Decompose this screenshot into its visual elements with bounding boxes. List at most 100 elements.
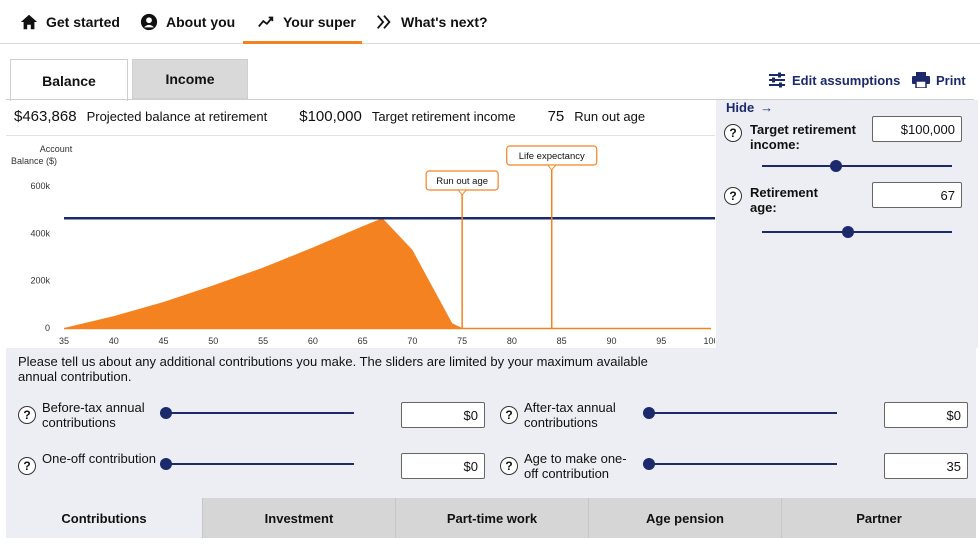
before-tax-input[interactable]: $0 bbox=[401, 402, 485, 428]
x-tick-label: 40 bbox=[109, 336, 119, 346]
after-tax-label: After-tax annual contributions bbox=[524, 400, 616, 430]
hide-label: Hide bbox=[726, 100, 755, 115]
oneoff-input[interactable]: $0 bbox=[401, 453, 485, 479]
tab-partner[interactable]: Partner bbox=[781, 498, 976, 538]
slider-thumb[interactable] bbox=[160, 407, 172, 419]
slider-thumb[interactable] bbox=[643, 458, 655, 470]
edit-assumptions-button[interactable]: Edit assumptions bbox=[768, 72, 900, 88]
slider-track bbox=[160, 463, 354, 465]
y-tick-label: 0 bbox=[45, 323, 50, 333]
tab-income[interactable]: Income bbox=[132, 59, 248, 99]
slider-track bbox=[762, 165, 952, 167]
user-circle-icon bbox=[140, 13, 158, 31]
edit-assumptions-label: Edit assumptions bbox=[792, 72, 901, 88]
nav-get-started[interactable]: Get started bbox=[20, 0, 120, 44]
sliders-icon bbox=[769, 72, 785, 88]
help-icon[interactable]: ? bbox=[18, 406, 36, 424]
slider-thumb[interactable] bbox=[643, 407, 655, 419]
before-tax-row: ? Before-tax annual contributions bbox=[18, 400, 160, 430]
x-tick-label: 50 bbox=[208, 336, 218, 346]
oneoff-age-row: ? Age to make one-off contribution bbox=[500, 451, 634, 481]
marker-pointer bbox=[457, 189, 468, 196]
runout-label: Run out age bbox=[574, 109, 646, 124]
x-tick-label: 45 bbox=[159, 336, 169, 346]
trend-line-icon bbox=[258, 16, 274, 28]
nav-your-super[interactable]: Your super bbox=[243, 0, 362, 44]
income-label: Target retirement income bbox=[371, 109, 516, 124]
marker-pointer bbox=[546, 164, 557, 171]
x-tick-label: 75 bbox=[457, 336, 467, 346]
assumptions-panel: Hide → ? Target retirement income: $100,… bbox=[716, 100, 978, 348]
retirement-age-slider[interactable] bbox=[762, 225, 952, 239]
marker-label: Run out age bbox=[436, 176, 488, 187]
help-icon[interactable]: ? bbox=[724, 124, 742, 142]
target-income-slider[interactable] bbox=[762, 159, 952, 173]
nav-whats-next-label: What's next? bbox=[401, 14, 488, 30]
x-tick-label: 70 bbox=[407, 336, 417, 346]
home-icon bbox=[20, 14, 38, 30]
slider-thumb[interactable] bbox=[160, 458, 172, 470]
after-tax-slider[interactable] bbox=[643, 406, 837, 420]
target-income-row: ? Target retirement income: bbox=[724, 122, 860, 152]
y-tick-label: 400k bbox=[30, 228, 50, 238]
x-tick-label: 90 bbox=[606, 336, 616, 346]
tab-investment[interactable]: Investment bbox=[202, 498, 395, 538]
x-tick-label: 95 bbox=[656, 336, 666, 346]
tab-part-time-work[interactable]: Part-time work bbox=[395, 498, 588, 538]
projection-summary: $463,868 Projected balance at retirement… bbox=[14, 108, 645, 125]
help-icon[interactable]: ? bbox=[724, 187, 742, 205]
nav-about-you-label: About you bbox=[166, 14, 236, 30]
slider-track bbox=[160, 412, 354, 414]
before-tax-slider[interactable] bbox=[160, 406, 354, 420]
runout-value: 75 bbox=[547, 108, 565, 125]
x-tick-label: 80 bbox=[507, 336, 517, 346]
tab-balance[interactable]: Balance bbox=[10, 59, 128, 101]
oneoff-age-input[interactable]: 35 bbox=[884, 453, 968, 479]
tab-age-pension[interactable]: Age pension bbox=[588, 498, 781, 538]
x-tick-label: 35 bbox=[59, 336, 69, 346]
income-value: $100,000 bbox=[299, 108, 362, 125]
x-tick-label: 55 bbox=[258, 336, 268, 346]
contributions-panel: Please tell us about any additional cont… bbox=[6, 348, 976, 498]
double-chevron-right-icon bbox=[377, 15, 391, 29]
tab-contributions[interactable]: Contributions bbox=[6, 498, 202, 538]
x-tick-label: 60 bbox=[308, 336, 318, 346]
print-button[interactable]: Print bbox=[912, 72, 966, 88]
marker-label: Life expectancy bbox=[519, 151, 585, 162]
x-tick-label: 100 bbox=[703, 336, 715, 346]
slider-thumb[interactable] bbox=[829, 160, 842, 172]
y-axis-label: Account Balance ($) bbox=[11, 144, 73, 166]
print-label: Print bbox=[936, 72, 966, 88]
nav-about-you[interactable]: About you bbox=[140, 0, 235, 44]
retirement-age-input[interactable]: 67 bbox=[872, 182, 962, 208]
slider-track bbox=[643, 412, 837, 414]
x-tick-label: 65 bbox=[358, 336, 368, 346]
help-icon[interactable]: ? bbox=[500, 457, 518, 475]
target-income-label: Target retirement income: bbox=[750, 122, 856, 152]
after-tax-input[interactable]: $0 bbox=[884, 402, 968, 428]
balance-label: Projected balance at retirement bbox=[86, 109, 268, 124]
after-tax-row: ? After-tax annual contributions bbox=[500, 400, 642, 430]
oneoff-row: ? One-off contribution bbox=[18, 451, 160, 475]
hide-panel-link[interactable]: Hide → bbox=[726, 100, 773, 115]
target-income-input[interactable]: $100,000 bbox=[872, 116, 962, 142]
slider-track bbox=[643, 463, 837, 465]
slider-thumb[interactable] bbox=[842, 226, 855, 238]
printer-icon bbox=[912, 72, 930, 88]
balance-area bbox=[64, 218, 711, 328]
help-icon[interactable]: ? bbox=[500, 406, 518, 424]
oneoff-age-slider[interactable] bbox=[643, 457, 837, 471]
contributions-intro: Please tell us about any additional cont… bbox=[18, 354, 648, 384]
summary-divider bbox=[6, 135, 715, 136]
oneoff-age-label: Age to make one-off contribution bbox=[524, 451, 627, 481]
slider-track bbox=[762, 231, 952, 233]
x-tick-label: 85 bbox=[557, 336, 567, 346]
balance-chart: Account Balance ($) 0 200k 400k 600k 35 40 45 50 5… bbox=[11, 144, 715, 346]
oneoff-slider[interactable] bbox=[160, 457, 354, 471]
y-tick-label: 600k bbox=[30, 181, 50, 191]
nav-your-super-label: Your super bbox=[283, 14, 356, 30]
help-icon[interactable]: ? bbox=[18, 457, 36, 475]
arrow-right-icon: → bbox=[760, 100, 774, 115]
nav-whats-next[interactable]: What's next? bbox=[375, 0, 488, 44]
before-tax-label: Before-tax annual contributions bbox=[42, 400, 145, 430]
